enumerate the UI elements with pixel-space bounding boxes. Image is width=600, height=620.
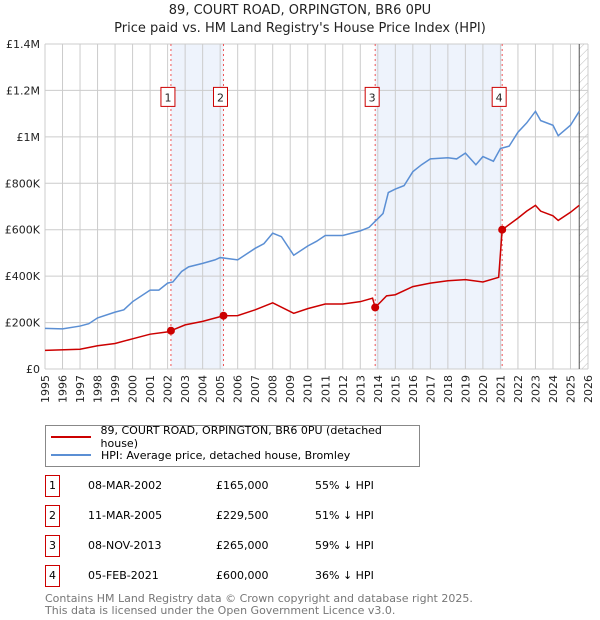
chart-subtitle: Price paid vs. HM Land Registry's House … <box>114 21 486 36</box>
sale-date: 08-MAR-2002 <box>88 479 163 492</box>
y-tick-label: £200K <box>5 317 41 330</box>
x-tick-label: 2008 <box>267 375 280 403</box>
sale-row: 2 11-MAR-2005 £229,500 51% ↓ HPI <box>45 505 445 527</box>
sale-label-box <box>160 86 176 107</box>
sale-number: 1 <box>45 475 60 497</box>
sale-date: 11-MAR-2005 <box>88 509 163 522</box>
sale-row: 4 05-FEB-2021 £600,000 36% ↓ HPI <box>45 565 445 587</box>
sale-marker <box>219 311 228 320</box>
forecast-hatch <box>579 44 588 369</box>
sale-price: £165,000 <box>216 479 269 492</box>
y-tick-label: £1M <box>17 131 41 144</box>
sale-label: 4 <box>496 91 503 104</box>
y-tick-label: £400K <box>5 270 41 283</box>
legend-label: 89, COURT ROAD, ORPINGTON, BR6 0PU (deta… <box>100 424 382 450</box>
x-tick-label: 2016 <box>407 375 420 403</box>
sale-date: 05-FEB-2021 <box>88 569 159 582</box>
sale-date: 08-NOV-2013 <box>88 539 162 552</box>
sale-label: 2 <box>217 91 224 104</box>
legend-label: HPI: Average price, detached house, Brom… <box>101 448 351 462</box>
y-tick-label: £1.2M <box>6 84 40 97</box>
legend-swatch <box>51 454 91 456</box>
x-tick-label: 2021 <box>494 375 507 403</box>
chart-title: 89, COURT ROAD, ORPINGTON, BR6 0PU <box>168 3 432 18</box>
x-tick-label: 2020 <box>477 375 490 403</box>
x-tick-label: 2025 <box>564 375 577 403</box>
x-tick-label: 2001 <box>144 375 157 403</box>
sale-hpi-diff: 55% ↓ HPI <box>315 479 374 492</box>
x-tick-label: 2019 <box>459 375 472 403</box>
y-tick-label: £0 <box>26 363 40 376</box>
x-tick-label: 1996 <box>57 375 70 403</box>
sale-marker <box>371 303 380 312</box>
y-tick-label: £800K <box>5 177 41 190</box>
x-tick-label: 2010 <box>302 375 315 403</box>
sale-hpi-diff: 36% ↓ HPI <box>315 569 374 582</box>
sale-marker <box>166 326 175 335</box>
footer-line: Contains HM Land Registry data © Crown c… <box>45 592 473 605</box>
x-tick-label: 2005 <box>214 375 227 403</box>
sale-hpi-diff: 51% ↓ HPI <box>315 509 374 522</box>
sale-row: 1 08-MAR-2002 £165,000 55% ↓ HPI <box>45 475 445 497</box>
legend: 89, COURT ROAD, ORPINGTON, BR6 0PU (deta… <box>45 424 420 467</box>
sale-hpi-diff: 59% ↓ HPI <box>315 539 374 552</box>
x-tick-label: 2006 <box>232 375 245 403</box>
plot-area: 1995 1996 1997 1998 1999 2000 2001 2002 2003 2004… <box>5 38 595 403</box>
x-tick-label: 2012 <box>337 375 350 403</box>
sale-marker <box>498 225 507 234</box>
sale-label-box <box>212 86 228 107</box>
x-tick-label: 2023 <box>529 375 542 403</box>
footer-line: This data is licensed under the Open Gov… <box>45 604 396 617</box>
shaded-period <box>375 44 503 369</box>
sale-number: 4 <box>45 565 60 587</box>
sale-label: 1 <box>164 91 171 104</box>
legend-swatch <box>51 436 91 438</box>
x-tick-label: 2018 <box>442 375 455 403</box>
x-tick-label: 1998 <box>92 375 105 403</box>
x-tick-label: 1999 <box>109 375 122 403</box>
legend-item-hpi: HPI: Average price, detached house, Brom… <box>51 446 350 464</box>
sale-price: £265,000 <box>216 539 269 552</box>
x-tick-label: 2000 <box>127 375 140 403</box>
x-tick-label: 2026 <box>582 375 595 403</box>
x-tick-label: 2017 <box>424 375 437 403</box>
x-tick-label: 2024 <box>547 375 560 403</box>
y-tick-label: £1.4M <box>6 38 40 51</box>
sale-label-box <box>491 86 507 107</box>
y-tick-label: £600K <box>5 224 41 237</box>
x-tick-label: 2004 <box>197 375 210 403</box>
x-tick-label: 2014 <box>372 375 385 403</box>
x-tick-label: 1997 <box>74 375 87 403</box>
footer: Contains HM Land Registry data © Crown c… <box>45 593 473 617</box>
sale-row: 3 08-NOV-2013 £265,000 59% ↓ HPI <box>45 535 445 557</box>
x-tick-label: 2007 <box>249 375 262 403</box>
sale-price: £229,500 <box>216 509 269 522</box>
sale-price: £600,000 <box>216 569 269 582</box>
x-tick-label: 2011 <box>319 375 332 403</box>
legend-item-property: 89, COURT ROAD, ORPINGTON, BR6 0PU (deta… <box>51 424 419 450</box>
sale-label-box <box>364 86 380 107</box>
x-tick-label: 2002 <box>162 375 175 403</box>
x-tick-label: 2022 <box>512 375 525 403</box>
series-line <box>44 109 580 330</box>
x-tick-label: 2003 <box>179 375 192 403</box>
sale-label: 3 <box>369 91 376 104</box>
x-tick-label: 2015 <box>389 375 402 403</box>
sale-number: 3 <box>45 535 60 557</box>
x-tick-label: 1995 <box>39 375 52 403</box>
sale-number: 2 <box>45 505 60 527</box>
x-tick-label: 2013 <box>354 375 367 403</box>
x-tick-label: 2009 <box>284 375 297 403</box>
